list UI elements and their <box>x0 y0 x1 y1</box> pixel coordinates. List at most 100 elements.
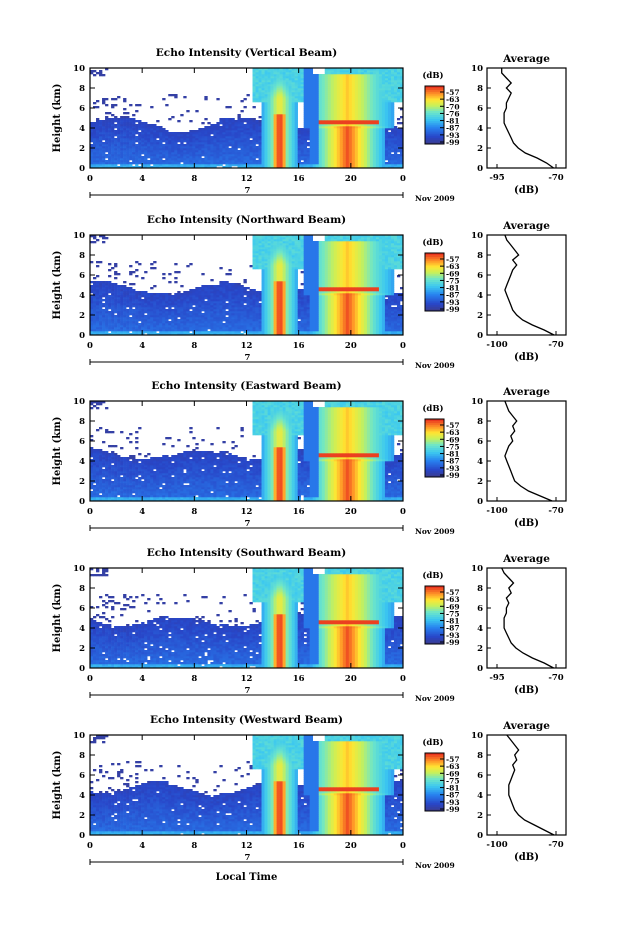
heatmap-cell <box>129 142 132 144</box>
heatmap-cell <box>138 307 141 309</box>
heatmap-cell <box>117 295 120 297</box>
heatmap-cell <box>298 92 301 94</box>
heatmap-cell <box>352 120 355 122</box>
heatmap-cell <box>228 303 231 305</box>
heatmap-cell <box>165 313 168 315</box>
heatmap-cell <box>283 158 286 160</box>
heatmap-cell <box>397 144 400 146</box>
heatmap-cell <box>271 148 274 150</box>
heatmap-cell <box>108 275 111 277</box>
heatmap-cell <box>286 84 289 86</box>
heatmap-cell <box>265 134 268 136</box>
heatmap-cell <box>222 124 225 126</box>
heatmap-cell <box>198 301 201 303</box>
heatmap-cell <box>120 323 123 325</box>
heatmap-cell <box>189 120 192 122</box>
heatmap-cell <box>93 283 96 285</box>
heatmap-cell <box>307 102 310 104</box>
heatmap-cell <box>198 323 201 325</box>
heatmap-cell <box>346 108 349 110</box>
heatmap-cell <box>274 158 277 160</box>
heatmap-cell <box>120 327 123 329</box>
heatmap-cell <box>222 126 225 128</box>
heatmap-cell <box>253 76 256 78</box>
heatmap-cell <box>126 309 129 311</box>
heatmap-cell <box>114 142 117 144</box>
heatmap-cell <box>388 134 391 136</box>
heatmap-cell <box>313 124 316 126</box>
heatmap-cell <box>349 126 352 128</box>
heatmap-cell <box>174 152 177 154</box>
heatmap-cell <box>292 150 295 152</box>
heatmap-cell <box>180 303 183 305</box>
heatmap-cell <box>108 303 111 305</box>
heatmap-cell <box>280 146 283 148</box>
heatmap-cell <box>180 158 183 160</box>
heatmap-cell <box>289 110 292 112</box>
heatmap-cell <box>168 140 171 142</box>
heatmap-cell <box>358 102 361 104</box>
heatmap-cell <box>99 136 102 138</box>
heatmap-cell <box>337 78 340 80</box>
heatmap-cell <box>289 108 292 110</box>
heatmap-cell <box>331 130 334 132</box>
heatmap-cell <box>135 154 138 156</box>
heatmap-cell <box>367 104 370 106</box>
heatmap-cell <box>376 122 379 124</box>
heatmap-cell <box>195 150 198 152</box>
heatmap-cell <box>120 124 123 126</box>
heatmap-cell <box>334 74 337 76</box>
heatmap-cell <box>210 289 213 291</box>
heatmap-cell <box>204 315 207 317</box>
heatmap-cell <box>349 90 352 92</box>
heatmap-cell <box>171 158 174 160</box>
heatmap-cell <box>376 106 379 108</box>
heatmap-cell <box>283 132 286 134</box>
heatmap-cell <box>105 303 108 305</box>
heatmap-cell <box>162 293 165 295</box>
heatmap-cell <box>367 80 370 82</box>
heatmap-cell <box>352 108 355 110</box>
heatmap-cell <box>283 142 286 144</box>
heatmap-cell <box>385 110 388 112</box>
heatmap-cell <box>307 112 310 114</box>
heatmap-cell <box>177 138 180 140</box>
heatmap-cell <box>132 144 135 146</box>
heatmap-cell <box>370 128 373 130</box>
heatmap-cell <box>180 321 183 323</box>
heatmap-cell <box>316 74 319 76</box>
heatmap-cell <box>156 307 159 309</box>
heatmap-cell <box>316 100 319 102</box>
heatmap-cell <box>310 138 313 140</box>
heatmap-cell <box>349 160 352 162</box>
heatmap-cell <box>385 132 388 134</box>
heatmap-cell <box>343 128 346 130</box>
heatmap-cell <box>243 124 246 126</box>
heatmap-cell <box>277 94 280 96</box>
heatmap-cell <box>231 128 234 130</box>
heatmap-cell <box>397 158 400 160</box>
heatmap-cell <box>195 158 198 160</box>
heatmap-cell <box>307 82 310 84</box>
heatmap-cell <box>265 142 268 144</box>
heatmap-cell <box>135 164 138 166</box>
heatmap-cell <box>337 72 340 74</box>
heatmap-cell <box>340 70 343 72</box>
heatmap-cell <box>228 329 231 331</box>
heatmap-cell <box>388 116 391 118</box>
heatmap-cell <box>256 122 259 124</box>
heatmap-cell <box>138 309 141 311</box>
heatmap-cell <box>376 144 379 146</box>
heatmap-cell <box>394 146 397 148</box>
heatmap-cell <box>382 74 385 76</box>
heatmap-cell <box>283 164 286 166</box>
heatmap-cell <box>313 112 316 114</box>
heatmap-cell <box>256 132 259 134</box>
heatmap-cell <box>295 82 298 84</box>
heatmap-cell <box>256 88 259 90</box>
date-label: Nov 2009 <box>415 194 455 203</box>
heatmap-cell <box>325 128 328 130</box>
heatmap-cell <box>289 102 292 104</box>
heatmap-cell <box>159 301 162 303</box>
heatmap-cell <box>295 72 298 74</box>
